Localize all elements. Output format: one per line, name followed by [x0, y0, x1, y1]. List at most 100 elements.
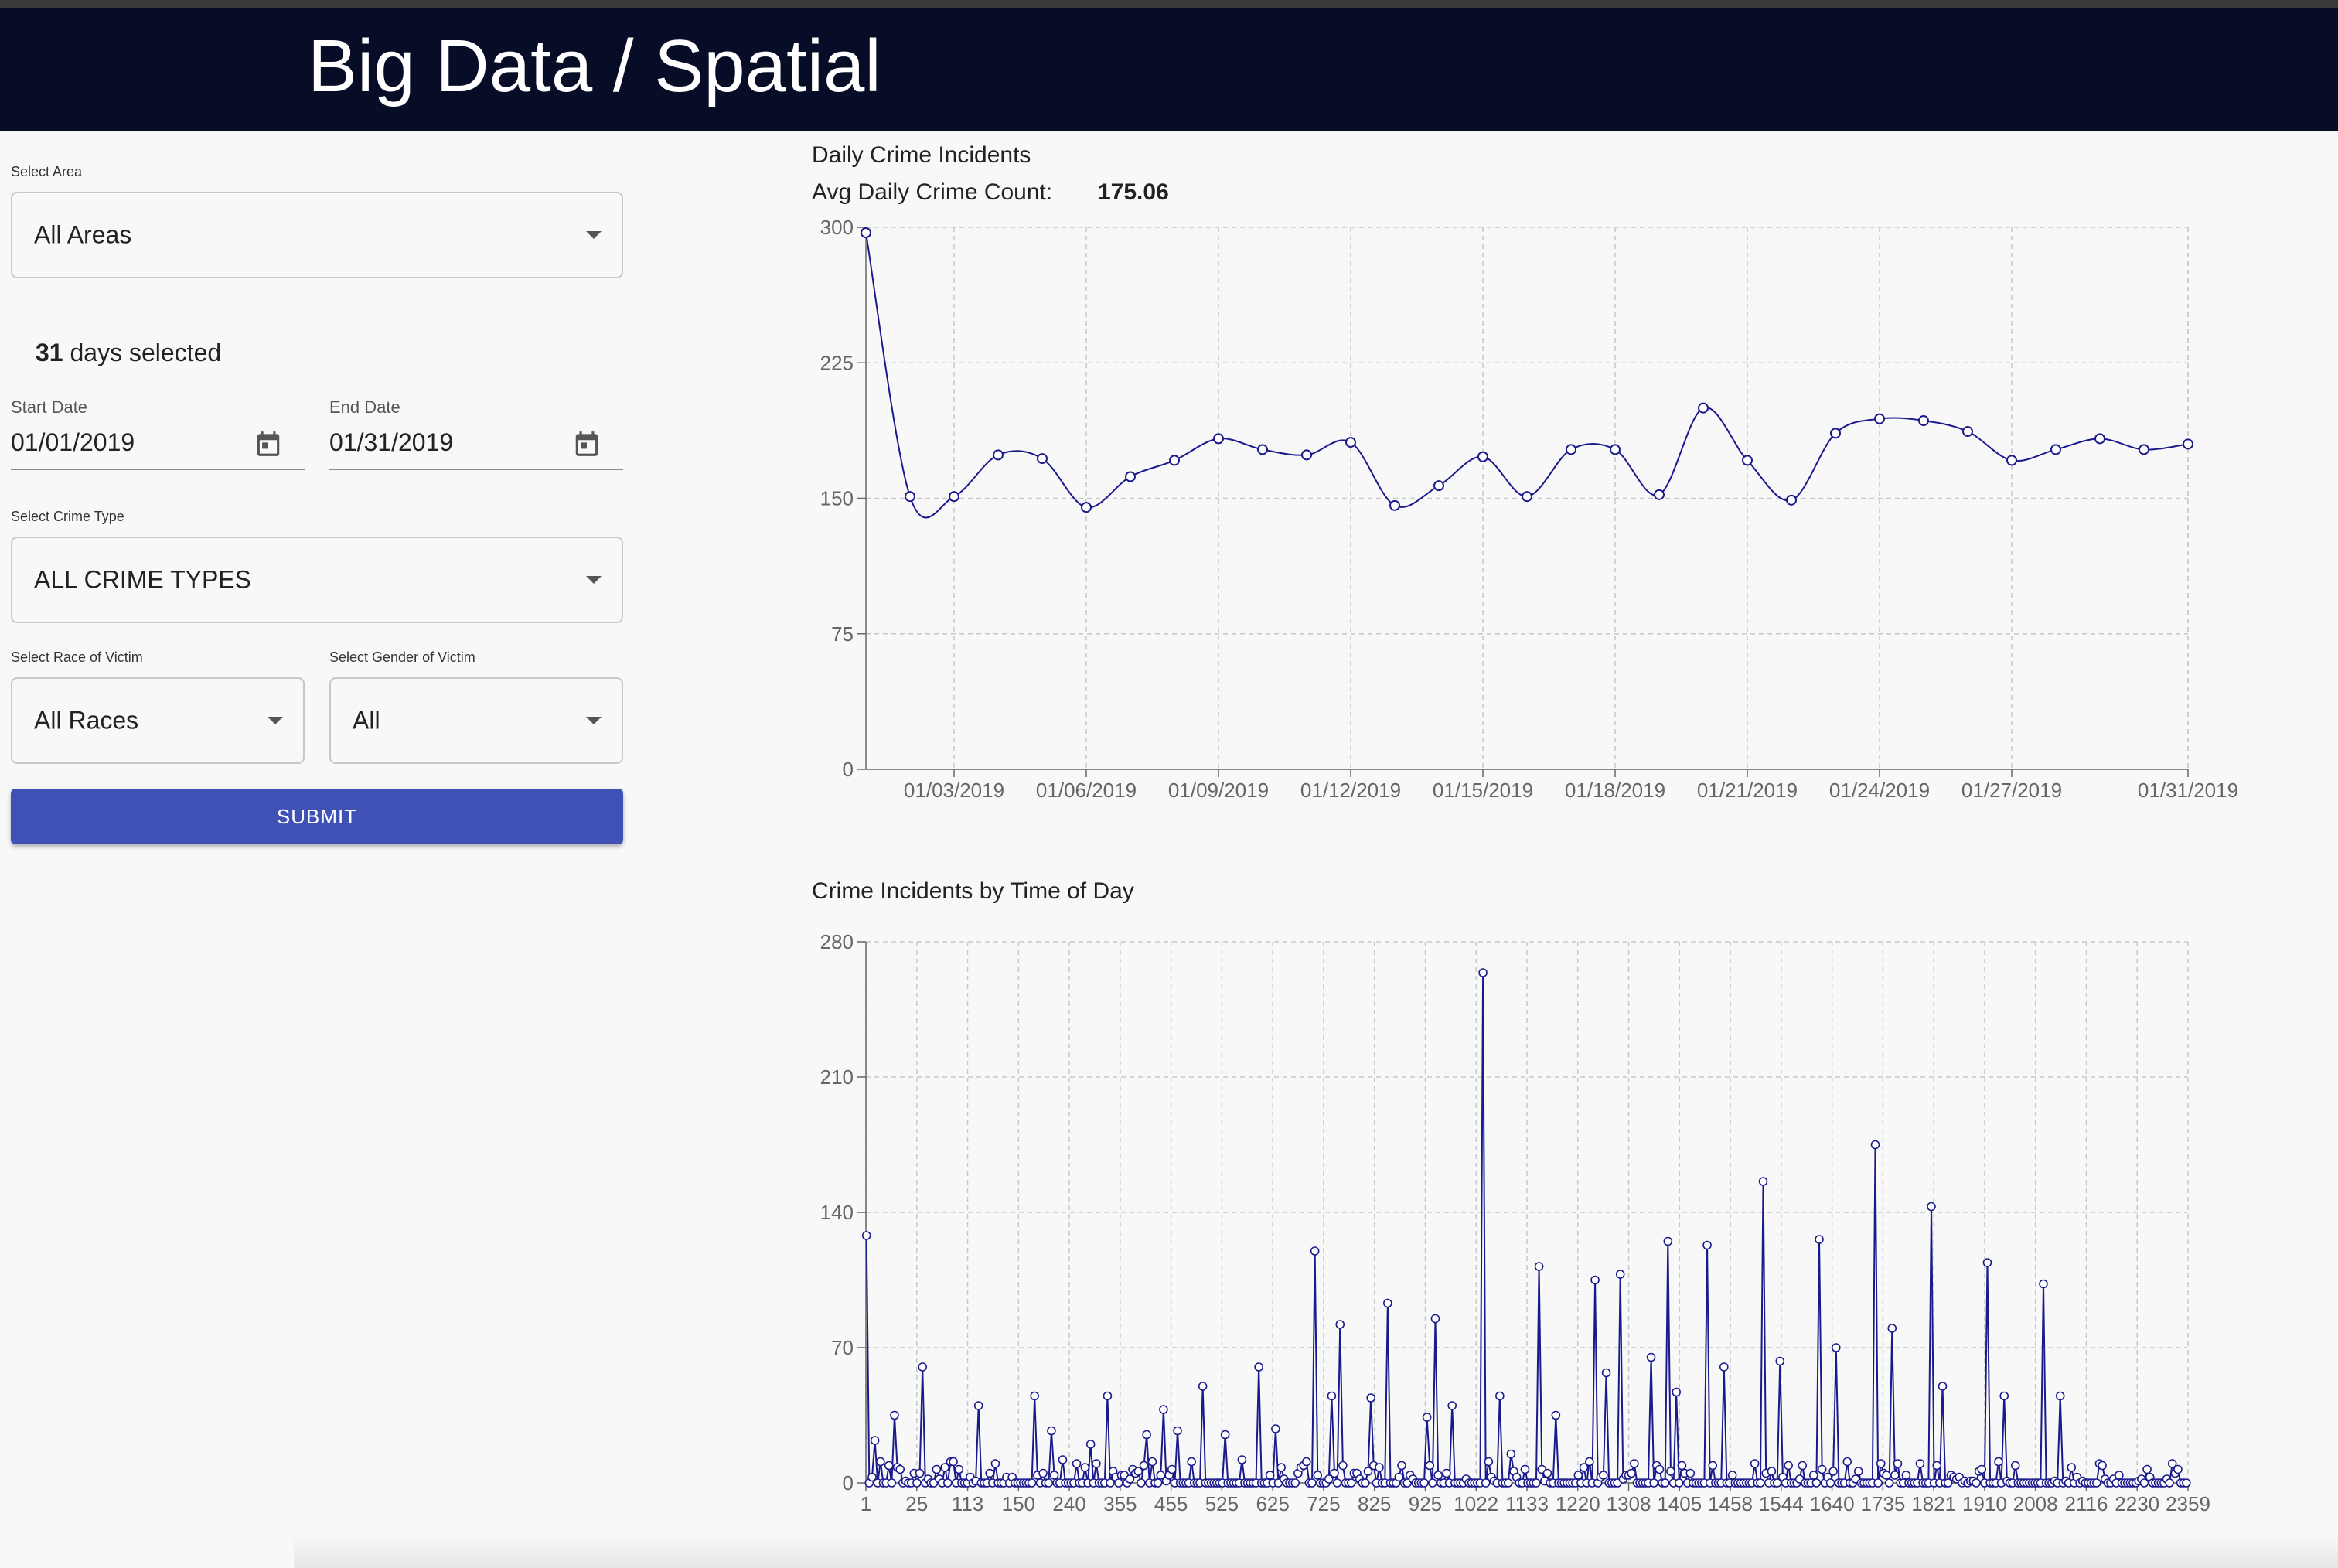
gender-select[interactable]: All: [329, 677, 623, 764]
tod-data-point: [1495, 1391, 1505, 1401]
start-date-field[interactable]: 01/01/2019: [11, 422, 305, 470]
tod-xtick-label: 2116: [2065, 1492, 2108, 1515]
tod-data-point: [1630, 1459, 1639, 1468]
tod-data-point: [1870, 1140, 1880, 1150]
chevron-down-icon: [268, 717, 283, 724]
tod-data-point: [1520, 1464, 1530, 1474]
tod-data-point: [990, 1459, 1000, 1468]
chevron-down-icon: [586, 231, 602, 239]
tod-data-point: [1363, 1467, 1373, 1476]
tod-data-point: [918, 1362, 928, 1372]
tod-series-line: [865, 972, 2186, 1486]
tod-data-point: [1672, 1387, 1681, 1397]
tod-data-point: [1307, 1478, 1317, 1488]
daily-data-point: [2094, 433, 2105, 445]
tod-ytick-label: 70: [831, 1336, 854, 1359]
days-suffix: days selected: [63, 339, 222, 366]
tod-data-point: [1428, 1478, 1437, 1488]
area-select-value: All Areas: [34, 220, 132, 249]
tod-data-point: [1999, 1391, 2009, 1401]
tod-data-point: [1938, 1382, 1948, 1391]
tod-data-point: [1254, 1362, 1263, 1372]
tod-ytick-label: 0: [843, 1471, 854, 1495]
tod-data-point: [1375, 1463, 1384, 1472]
tod-data-point: [2167, 1459, 2177, 1468]
race-select[interactable]: All Races: [11, 677, 305, 764]
tod-data-point: [1601, 1368, 1611, 1378]
chevron-down-icon: [586, 717, 602, 724]
tod-data-point: [1420, 1478, 1429, 1488]
tod-data-point: [1159, 1405, 1168, 1414]
tod-data-point: [2165, 1478, 2174, 1488]
tod-data-point: [1615, 1270, 1625, 1279]
daily-data-point: [1345, 437, 1356, 448]
daily-data-point: [1566, 444, 1576, 455]
tod-data-point: [1784, 1461, 1793, 1471]
tod-data-point: [1125, 1474, 1135, 1484]
tod-data-point: [1139, 1461, 1149, 1471]
tod-data-point: [1394, 1472, 1404, 1482]
tod-data-point: [1044, 1478, 1054, 1488]
tod-data-point: [1750, 1459, 1760, 1468]
tod-data-point: [1430, 1314, 1440, 1324]
daily-xtick-label: 01/18/2019: [1565, 779, 1665, 802]
tod-data-point: [1811, 1478, 1822, 1488]
tod-data-point: [1590, 1275, 1600, 1285]
daily-ytick-label: 75: [831, 622, 854, 646]
tod-data-point: [867, 1472, 877, 1482]
end-date-value: 01/31/2019: [329, 428, 454, 456]
tod-data-point: [1719, 1362, 1729, 1372]
tod-data-point: [887, 1478, 897, 1488]
daily-data-point: [1125, 471, 1136, 482]
tod-data-point: [1982, 1258, 1992, 1267]
end-date-field[interactable]: 01/31/2019: [329, 422, 623, 470]
tod-xtick-label: 625: [1256, 1492, 1289, 1515]
tod-data-point: [1080, 1463, 1090, 1472]
area-select[interactable]: All Areas: [11, 192, 623, 278]
tod-data-point: [1103, 1391, 1113, 1401]
tod-xtick-label: 1640: [1810, 1492, 1855, 1515]
calendar-icon[interactable]: [254, 428, 283, 459]
race-select-value: All Races: [34, 706, 139, 735]
tod-data-point: [1156, 1471, 1166, 1480]
tod-data-point: [1361, 1478, 1370, 1488]
crime-type-select-value: ALL CRIME TYPES: [34, 565, 251, 594]
calendar-icon[interactable]: [572, 428, 602, 459]
avg-daily-label: Avg Daily Crime Count:: [812, 179, 1053, 205]
tod-data-point: [1842, 1457, 1852, 1467]
tod-data-point: [1808, 1471, 1818, 1480]
tod-data-point: [1756, 1478, 1765, 1488]
tod-data-point: [1884, 1478, 1894, 1488]
tod-data-point: [1058, 1455, 1068, 1464]
daily-data-point: [861, 227, 871, 239]
daily-ytick-label: 225: [820, 351, 854, 374]
tod-data-point: [1153, 1478, 1163, 1488]
tod-data-point: [1442, 1468, 1451, 1478]
submit-button[interactable]: SUBMIT: [11, 789, 623, 844]
tod-data-point: [1114, 1478, 1123, 1488]
tod-xtick-label: 2359: [2166, 1492, 2210, 1515]
tod-data-point: [1798, 1461, 1808, 1471]
tod-ytick-label: 140: [820, 1201, 854, 1224]
tod-data-point: [1551, 1410, 1561, 1420]
tod-data-point: [1433, 1471, 1443, 1480]
tod-data-point: [932, 1464, 942, 1474]
tod-data-point: [1887, 1324, 1897, 1333]
daily-data-point: [1169, 455, 1180, 466]
tod-data-point: [1994, 1457, 2003, 1467]
tod-data-point: [1727, 1471, 1737, 1480]
daily-data-point: [1037, 453, 1048, 465]
tod-data-point: [912, 1478, 922, 1488]
tod-data-point: [1346, 1478, 1356, 1488]
tod-data-point: [1666, 1467, 1675, 1476]
daily-xtick-label: 01/03/2019: [904, 779, 1004, 802]
crime-type-select[interactable]: ALL CRIME TYPES: [11, 537, 623, 623]
tod-data-point: [1579, 1463, 1589, 1472]
tod-data-point: [915, 1468, 925, 1478]
tod-data-point: [1484, 1457, 1494, 1467]
tod-data-point: [895, 1464, 905, 1474]
tod-data-point: [1775, 1356, 1785, 1366]
daily-ytick-label: 150: [820, 487, 854, 510]
tod-data-point: [1092, 1459, 1101, 1468]
tod-data-point: [1503, 1478, 1513, 1488]
